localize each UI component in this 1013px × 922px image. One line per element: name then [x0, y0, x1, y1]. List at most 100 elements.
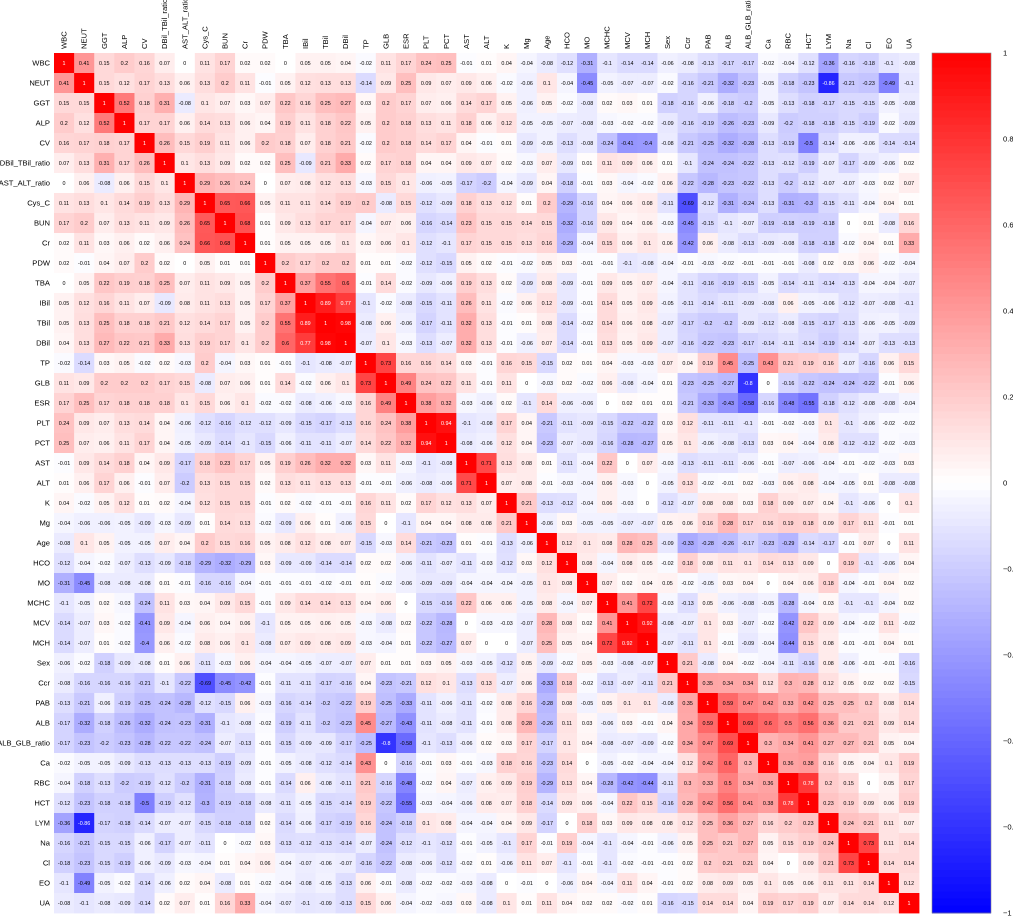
- column-label-Cl: Cl: [864, 42, 873, 49]
- cell-value-label: -0.01: [259, 581, 271, 587]
- cell-value-label: 0.05: [843, 761, 854, 767]
- cell-value-label: 0.15: [521, 361, 532, 367]
- cell-value-label: 0.08: [320, 541, 331, 547]
- column-label-ALT: ALT: [482, 35, 491, 49]
- cell-value-label: 0.07: [642, 281, 653, 287]
- cell-value-label: -0.07: [782, 461, 794, 467]
- heatmap-cell-TP-ALB_GLB_ratio: [737, 353, 759, 374]
- colorbar-segment: [932, 88, 991, 97]
- cell-value-label: 0.19: [340, 201, 351, 207]
- heatmap-cell-WBC-CV: [134, 53, 155, 74]
- cell-value-label: 0.01: [501, 141, 512, 147]
- cell-value-label: 0.05: [99, 501, 110, 507]
- cell-value-label: -0.18: [863, 61, 875, 67]
- colorbar-segment: [932, 669, 991, 677]
- cell-value-label: -0.07: [279, 901, 291, 907]
- colorbar-segment: [932, 841, 991, 849]
- cell-value-label: -0.01: [259, 741, 271, 747]
- cell-value-label: 0.04: [582, 781, 593, 787]
- cell-value-label: 0.22: [381, 441, 392, 447]
- colorbar-segment: [932, 726, 991, 735]
- column-label-K: K: [502, 44, 511, 49]
- heatmap-cell-PDW-MCHC: [597, 253, 618, 274]
- row-label-PAB: PAB: [35, 699, 50, 708]
- cell-value-label: -0.1: [59, 881, 68, 887]
- heatmap-cell-PDW-BUN: [214, 253, 236, 274]
- cell-value-label: 0.18: [139, 401, 150, 407]
- cell-value-label: 0.41: [602, 621, 613, 627]
- cell-value-label: -0.48: [400, 781, 412, 787]
- cell-value-label: -0.17: [742, 61, 754, 67]
- heatmap-cell-Cr-HCO: [556, 233, 578, 254]
- cell-value-label: 0.03: [99, 241, 110, 247]
- heatmap-cell-TBil-Ccr: [677, 313, 699, 334]
- heatmap-cell-DBil-Cl: [858, 333, 880, 354]
- cell-value-label: -0.07: [319, 661, 331, 667]
- heatmap-cell-DBil-PDW: [255, 333, 276, 354]
- heatmap-cell-PDW-NEUT: [74, 253, 95, 274]
- cell-value-label: 0.19: [280, 121, 291, 127]
- cell-value-label: -0.08: [621, 381, 633, 387]
- cell-value-label: 0.14: [139, 421, 150, 427]
- cell-value-label: -0.08: [460, 441, 472, 447]
- cell-value-label: -0.09: [299, 561, 311, 567]
- colorbar-segment: [932, 203, 991, 212]
- colorbar-segment: [932, 475, 991, 484]
- cell-value-label: -0.17: [842, 161, 854, 167]
- cell-value-label: 0.07: [803, 501, 814, 507]
- cell-value-label: 0.26: [159, 141, 170, 147]
- colorbar-segment: [932, 827, 991, 835]
- cell-value-label: 0.03: [582, 721, 593, 727]
- cell-value-label: -0.08: [682, 61, 694, 67]
- cell-value-label: 0.03: [99, 361, 110, 367]
- cell-value-label: -0.06: [138, 861, 150, 867]
- heatmap-cell-Cr-ALP: [114, 233, 135, 254]
- cell-value-label: 0.34: [783, 741, 794, 747]
- cell-value-label: -0.08: [641, 261, 653, 267]
- cell-value-label: 0.02: [904, 161, 915, 167]
- cell-value-label: 0.18: [803, 521, 814, 527]
- heatmap-cell-Cr-BUN: [214, 233, 236, 254]
- colorbar-segment: [932, 784, 991, 792]
- cell-value-label: -0.01: [259, 501, 271, 507]
- colorbar-segment: [932, 819, 991, 828]
- cell-value-label: 0.06: [300, 781, 311, 787]
- cell-value-label: -0.12: [158, 781, 170, 787]
- cell-value-label: -0.16: [601, 441, 613, 447]
- heatmap-cell-NEUT-Cys_C: [194, 73, 216, 94]
- heatmap-cell-TBil-AST: [456, 313, 477, 334]
- cell-value-label: -0.13: [842, 321, 854, 327]
- heatmap-cell-NEUT-HCT: [798, 73, 819, 94]
- cell-value-label: -0.1: [422, 461, 431, 467]
- cell-value-label: -0.21: [78, 701, 90, 707]
- heatmap-cell-DBil_TBil_ratio-HCT: [798, 153, 819, 174]
- cell-value-label: 0.07: [99, 221, 110, 227]
- cell-value-label: 0.01: [139, 501, 150, 507]
- row-label-MCHC: MCHC: [27, 599, 50, 608]
- cell-value-label: -0.02: [259, 721, 271, 727]
- cell-value-label: -0.08: [440, 461, 452, 467]
- cell-value-label: 0.07: [220, 381, 231, 387]
- cell-value-label: -0.22: [179, 681, 191, 687]
- cell-value-label: -0.19: [279, 721, 291, 727]
- colorbar-segment: [932, 655, 991, 663]
- cell-value-label: -0.07: [340, 861, 352, 867]
- cell-value-label: -0.13: [742, 241, 754, 247]
- cell-value-label: -0.08: [380, 201, 392, 207]
- cell-value-label: 0.14: [863, 901, 874, 907]
- cell-value-label: 0.17: [904, 781, 915, 787]
- heatmap-cell-DBil_TBil_ratio-EO: [878, 153, 900, 174]
- heatmap-cell-TP-TBil: [315, 353, 337, 374]
- colorbar-segment: [932, 268, 991, 276]
- cell-value-label: 0.05: [260, 541, 271, 547]
- cell-value-label: 0.04: [361, 601, 372, 607]
- cell-value-label: 1: [143, 141, 146, 147]
- cell-value-label: -0.13: [541, 501, 553, 507]
- cell-value-label: -0.15: [842, 121, 854, 127]
- cell-value-label: 0.02: [361, 561, 372, 567]
- cell-value-label: -0.1: [59, 601, 68, 607]
- cell-value-label: 0.14: [320, 601, 331, 607]
- colorbar-tick-label: −1: [1003, 909, 1012, 918]
- heatmap-cell-WBC-HCO: [556, 53, 578, 74]
- cell-value-label: 0.2: [101, 381, 109, 387]
